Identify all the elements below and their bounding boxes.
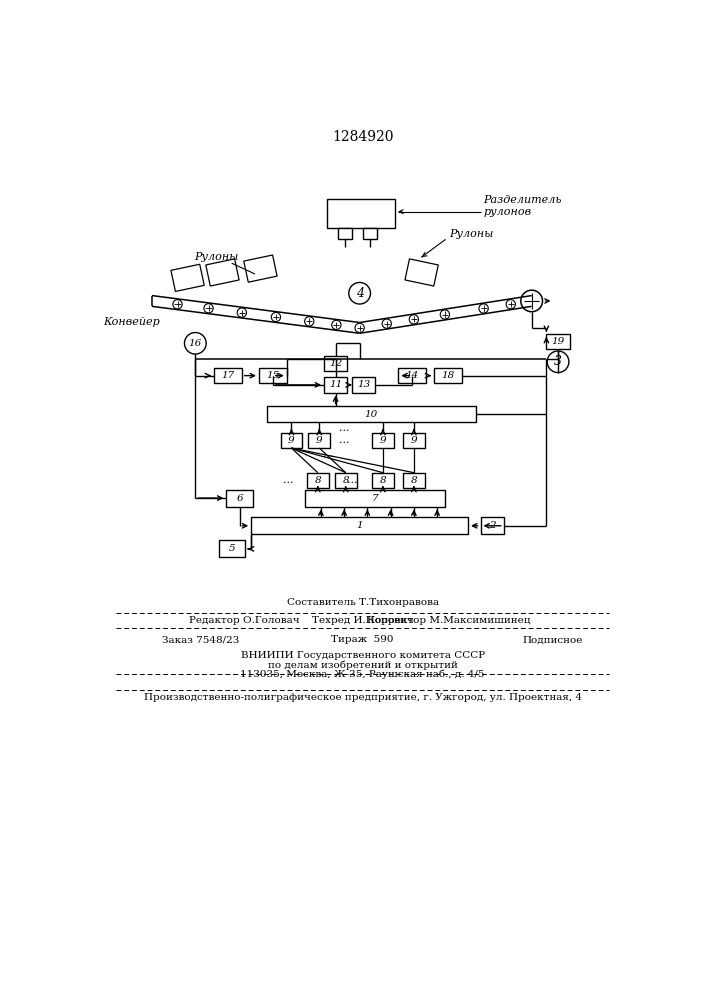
Bar bbox=[308, 433, 330, 448]
Text: Рулоны: Рулоны bbox=[449, 229, 493, 239]
Circle shape bbox=[237, 308, 247, 317]
Circle shape bbox=[185, 333, 206, 354]
Text: Корректор М.Максимишинец: Корректор М.Максимишинец bbox=[367, 616, 530, 625]
Text: 16: 16 bbox=[189, 339, 202, 348]
Text: 19: 19 bbox=[551, 337, 565, 346]
Circle shape bbox=[349, 282, 370, 304]
Text: ...: ... bbox=[346, 475, 357, 485]
Text: Конвейер: Конвейер bbox=[103, 317, 160, 327]
Text: ...: ... bbox=[323, 449, 334, 459]
Text: по делам изобретений и открытий: по делам изобретений и открытий bbox=[268, 660, 457, 670]
Text: 1: 1 bbox=[356, 521, 363, 530]
Bar bbox=[251, 517, 468, 534]
Bar bbox=[244, 255, 277, 282]
Bar bbox=[405, 259, 438, 286]
Text: Заказ 7548/23: Заказ 7548/23 bbox=[162, 635, 240, 644]
Bar bbox=[324, 356, 347, 371]
Text: Разделитель
рулонов: Разделитель рулонов bbox=[484, 195, 562, 217]
Bar bbox=[214, 368, 242, 383]
Bar bbox=[218, 540, 245, 557]
Text: 9: 9 bbox=[411, 436, 417, 445]
Text: 6: 6 bbox=[236, 494, 243, 503]
Circle shape bbox=[521, 290, 542, 312]
Bar bbox=[547, 334, 570, 349]
Circle shape bbox=[173, 300, 182, 309]
Circle shape bbox=[204, 304, 213, 313]
Text: Тираж  590: Тираж 590 bbox=[332, 635, 394, 644]
Text: 9: 9 bbox=[288, 436, 295, 445]
Bar bbox=[305, 490, 445, 507]
Text: 9: 9 bbox=[380, 436, 386, 445]
Bar bbox=[372, 433, 394, 448]
Bar bbox=[206, 259, 239, 286]
Text: 113035, Москва, Ж-35, Раушская наб., д. 4/5: 113035, Москва, Ж-35, Раушская наб., д. … bbox=[240, 670, 485, 679]
Text: 3: 3 bbox=[554, 355, 562, 368]
Bar bbox=[226, 490, 252, 507]
Bar bbox=[327, 199, 395, 228]
Circle shape bbox=[382, 319, 392, 328]
Text: ...: ... bbox=[339, 435, 349, 445]
Text: 2: 2 bbox=[489, 521, 496, 530]
Circle shape bbox=[409, 315, 419, 324]
Circle shape bbox=[271, 312, 281, 322]
Text: 8: 8 bbox=[411, 476, 417, 485]
Text: ...: ... bbox=[283, 475, 293, 485]
Bar bbox=[171, 264, 204, 291]
Bar bbox=[398, 368, 426, 383]
Text: Редактор О.Головач: Редактор О.Головач bbox=[189, 616, 300, 625]
Text: 17: 17 bbox=[221, 371, 235, 380]
Bar bbox=[335, 473, 356, 488]
Bar bbox=[281, 433, 303, 448]
Text: 8: 8 bbox=[342, 476, 349, 485]
Bar bbox=[372, 473, 394, 488]
Bar bbox=[481, 517, 504, 534]
Text: 10: 10 bbox=[365, 410, 378, 419]
Circle shape bbox=[547, 351, 569, 373]
Text: Составитель Т.Тихонравова: Составитель Т.Тихонравова bbox=[286, 598, 439, 607]
Bar bbox=[403, 473, 425, 488]
Bar bbox=[363, 228, 377, 239]
Text: ВНИИПИ Государственного комитета СССР: ВНИИПИ Государственного комитета СССР bbox=[240, 651, 485, 660]
Circle shape bbox=[440, 310, 450, 319]
Text: 1284920: 1284920 bbox=[332, 130, 394, 144]
Bar bbox=[307, 473, 329, 488]
Bar bbox=[403, 433, 425, 448]
Text: 4: 4 bbox=[356, 287, 363, 300]
Circle shape bbox=[332, 320, 341, 330]
Text: Рулоны: Рулоны bbox=[194, 252, 238, 262]
Circle shape bbox=[355, 323, 364, 333]
Text: 7: 7 bbox=[372, 494, 378, 503]
Text: 12: 12 bbox=[329, 359, 342, 368]
Circle shape bbox=[479, 304, 489, 313]
Circle shape bbox=[506, 300, 515, 309]
Text: 8: 8 bbox=[380, 476, 386, 485]
Circle shape bbox=[305, 317, 314, 326]
Bar bbox=[324, 377, 347, 393]
Bar bbox=[259, 368, 287, 383]
Text: 18: 18 bbox=[441, 371, 455, 380]
Text: ...: ... bbox=[339, 423, 349, 433]
Text: 11: 11 bbox=[329, 380, 342, 389]
Text: Производственно-полиграфическое предприятие, г. Ужгород, ул. Проектная, 4: Производственно-полиграфическое предприя… bbox=[144, 693, 582, 702]
Text: 15: 15 bbox=[267, 371, 279, 380]
Text: 8: 8 bbox=[315, 476, 321, 485]
Bar bbox=[267, 406, 476, 422]
Bar bbox=[434, 368, 462, 383]
Text: Подписное: Подписное bbox=[522, 635, 583, 644]
Bar bbox=[352, 377, 375, 393]
Text: Техред И.Попович: Техред И.Попович bbox=[312, 616, 414, 625]
Text: 9: 9 bbox=[316, 436, 322, 445]
Text: 14: 14 bbox=[406, 371, 419, 380]
Bar bbox=[338, 228, 352, 239]
Text: 13: 13 bbox=[357, 380, 370, 389]
Text: 5: 5 bbox=[228, 544, 235, 553]
